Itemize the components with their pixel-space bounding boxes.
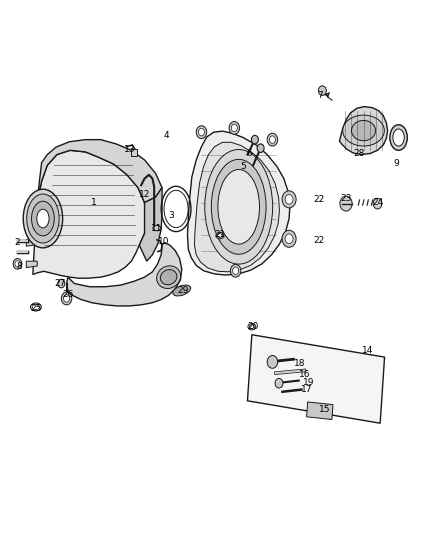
Text: 26: 26 [62, 290, 74, 299]
Circle shape [58, 279, 65, 288]
Circle shape [61, 292, 72, 305]
Ellipse shape [218, 233, 222, 237]
Text: 6: 6 [246, 149, 252, 158]
Ellipse shape [218, 169, 259, 244]
Circle shape [282, 191, 296, 208]
Text: 17: 17 [301, 385, 312, 393]
Text: 23: 23 [340, 194, 352, 203]
Circle shape [318, 86, 326, 95]
Circle shape [285, 234, 293, 244]
Circle shape [64, 295, 70, 302]
Ellipse shape [351, 120, 376, 141]
Text: 3: 3 [168, 212, 174, 220]
Ellipse shape [37, 209, 49, 228]
Circle shape [230, 264, 241, 277]
Ellipse shape [153, 225, 161, 231]
Polygon shape [26, 240, 37, 246]
Bar [131, 149, 137, 156]
Circle shape [340, 196, 352, 211]
Ellipse shape [31, 303, 41, 311]
Circle shape [196, 126, 207, 139]
Ellipse shape [390, 125, 407, 150]
Polygon shape [26, 261, 37, 268]
Text: 21: 21 [214, 230, 226, 239]
Ellipse shape [173, 285, 191, 296]
Circle shape [275, 378, 283, 388]
Ellipse shape [32, 201, 54, 236]
Circle shape [267, 133, 278, 146]
Text: 20: 20 [247, 322, 259, 331]
Text: 13: 13 [124, 145, 135, 154]
Circle shape [257, 144, 264, 152]
Circle shape [282, 230, 296, 247]
Circle shape [13, 259, 22, 269]
Text: 15: 15 [319, 405, 331, 414]
Text: 10: 10 [158, 237, 169, 246]
Ellipse shape [157, 266, 180, 288]
Text: 11: 11 [151, 224, 162, 232]
Text: 5: 5 [240, 162, 246, 171]
Text: 24: 24 [372, 198, 383, 207]
Text: 2: 2 [15, 238, 20, 247]
Text: 29: 29 [177, 286, 189, 295]
Circle shape [198, 128, 205, 136]
Circle shape [233, 267, 239, 274]
Text: 12: 12 [139, 190, 150, 199]
Circle shape [285, 195, 293, 204]
Text: 19: 19 [303, 378, 314, 386]
Ellipse shape [23, 189, 63, 248]
Text: 25: 25 [30, 304, 42, 312]
Polygon shape [194, 142, 279, 272]
Text: 28: 28 [353, 149, 365, 158]
Ellipse shape [393, 129, 404, 146]
Text: 18: 18 [294, 359, 306, 368]
Polygon shape [339, 107, 388, 155]
Polygon shape [37, 140, 162, 203]
Text: 16: 16 [299, 370, 310, 378]
Ellipse shape [248, 324, 256, 330]
Text: 22: 22 [313, 237, 325, 245]
Circle shape [231, 124, 237, 132]
Text: 14: 14 [362, 346, 374, 354]
Text: 7: 7 [317, 92, 323, 100]
Text: 9: 9 [393, 159, 399, 168]
Polygon shape [139, 188, 162, 261]
Polygon shape [247, 335, 385, 423]
Text: 4: 4 [164, 132, 169, 140]
Ellipse shape [32, 304, 39, 310]
Text: 1: 1 [91, 198, 97, 207]
Polygon shape [67, 243, 182, 306]
Ellipse shape [250, 325, 254, 328]
Text: 27: 27 [55, 279, 66, 288]
Circle shape [229, 122, 240, 134]
Circle shape [15, 261, 20, 267]
Text: 8: 8 [17, 262, 23, 271]
Ellipse shape [343, 115, 384, 146]
Circle shape [251, 135, 258, 144]
Circle shape [267, 356, 278, 368]
Polygon shape [33, 150, 147, 278]
Circle shape [373, 198, 382, 209]
Text: 22: 22 [313, 196, 325, 204]
Ellipse shape [205, 149, 272, 264]
Bar [307, 402, 333, 419]
Circle shape [269, 136, 276, 143]
Ellipse shape [160, 270, 177, 285]
Ellipse shape [216, 232, 224, 239]
Ellipse shape [211, 159, 266, 254]
Polygon shape [187, 131, 290, 275]
Ellipse shape [27, 194, 59, 243]
